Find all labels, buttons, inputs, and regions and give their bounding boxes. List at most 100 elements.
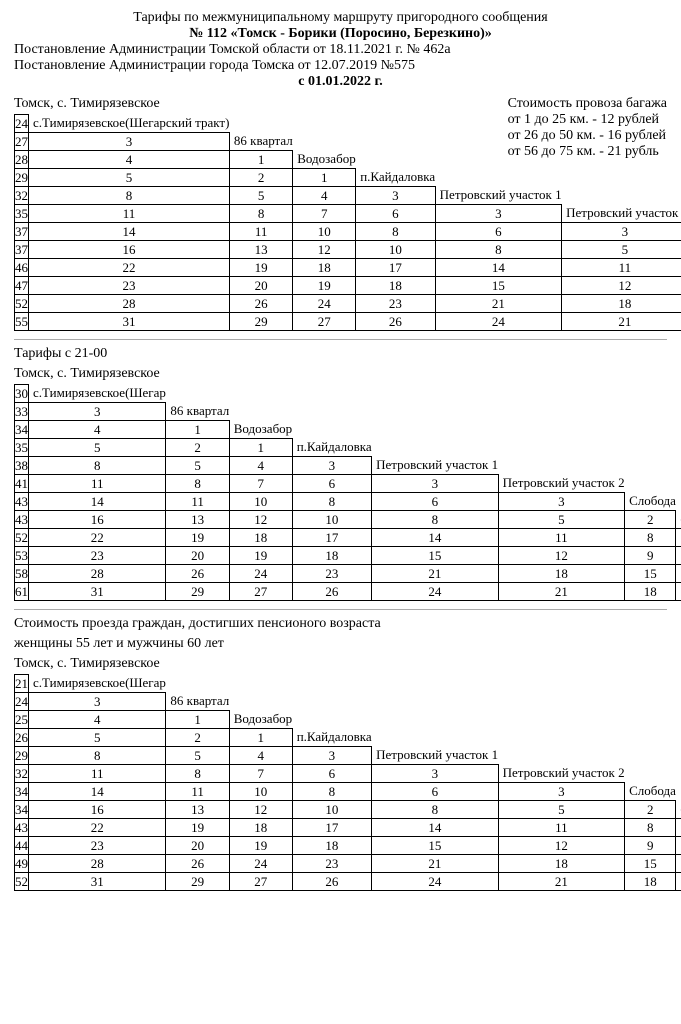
- fare-cell: 27: [15, 133, 29, 151]
- header-line2: № 112 «Томск - Борики (Поросино, Березки…: [14, 26, 667, 42]
- fare-cell: 1: [293, 169, 356, 187]
- fare-cell: 13: [676, 565, 681, 583]
- fare-cell: 5: [29, 729, 166, 747]
- fare-cell: 25: [15, 711, 29, 729]
- fare-cell: 28: [29, 565, 166, 583]
- fare-cell: 5: [498, 801, 624, 819]
- fare-cell: 5: [166, 747, 229, 765]
- fare-cell: 4: [29, 711, 166, 729]
- fare-cell: 23: [29, 547, 166, 565]
- fare-cell: 29: [15, 169, 29, 187]
- fare-cell: 14: [29, 223, 230, 241]
- fare-cell: 3: [372, 475, 498, 493]
- table-row: 26521п.Кайдаловка: [15, 729, 681, 747]
- table-row: 3716131210852с.Зоркальцево, Мира ,9: [15, 241, 681, 259]
- fare-cell: 10: [292, 801, 371, 819]
- fare-cell: 16: [29, 801, 166, 819]
- stop-label: Петровский участок 1: [435, 187, 561, 205]
- table-row: 522826242321181513136Борики: [15, 295, 681, 313]
- fare-cell: 3: [292, 747, 371, 765]
- fare-cell: 8: [29, 457, 166, 475]
- fare-table-3: 21с.Тимирязевское(Шегар24386 квартал2541…: [14, 674, 681, 891]
- table-row: 4622191817141186Поросино: [15, 259, 681, 277]
- fare-cell: 3: [29, 693, 166, 711]
- fare-cell: 52: [15, 873, 29, 891]
- fare-cell: 29: [15, 747, 29, 765]
- fare-cell: 11: [29, 205, 230, 223]
- fare-cell: 27: [293, 313, 356, 331]
- fare-cell: 2: [229, 169, 292, 187]
- table-row: 3416131210852с.Зоркальцево, Мира ,9: [15, 801, 681, 819]
- fare-cell: 28: [29, 295, 230, 313]
- fare-cell: 29: [229, 313, 292, 331]
- fare-cell: 26: [229, 295, 292, 313]
- stop-label: Водозабор: [229, 421, 292, 439]
- fare-cell: 3: [498, 783, 624, 801]
- fare-cell: 15: [625, 565, 676, 583]
- fare-cell: 21: [372, 565, 498, 583]
- fare-cell: 14: [372, 529, 498, 547]
- fare-cell: 23: [29, 837, 166, 855]
- baggage-row: от 26 до 50 км. - 16 рублей: [508, 128, 667, 144]
- fare-cell: 23: [29, 277, 230, 295]
- fare-cell: 5: [229, 187, 292, 205]
- fare-cell: 18: [356, 277, 435, 295]
- fare-cell: 18: [498, 855, 624, 873]
- section3-title2: женщины 55 лет и мужчины 60 лет: [14, 636, 667, 652]
- fare-cell: 21: [498, 583, 624, 601]
- fare-cell: 16: [29, 511, 166, 529]
- fare-cell: 9: [625, 547, 676, 565]
- fare-cell: 19: [229, 837, 292, 855]
- fare-cell: 3: [562, 223, 681, 241]
- section-3: Стоимость проезда граждан, достигших пен…: [14, 616, 667, 891]
- fare-cell: 7: [676, 837, 681, 855]
- fare-cell: 14: [29, 493, 166, 511]
- fare-cell: 18: [292, 547, 371, 565]
- stop-label: 86 квартал: [166, 403, 229, 421]
- fare-cell: 17: [292, 819, 371, 837]
- table-row: 29521п.Кайдаловка: [15, 169, 681, 187]
- fare-cell: 20: [166, 837, 229, 855]
- fare-cell: 12: [293, 241, 356, 259]
- fare-cell: 6: [356, 205, 435, 223]
- section-1: Стоимость провоза багажа от 1 до 25 км. …: [14, 96, 667, 331]
- stop-label: с.Зоркальцево, Мира ,9: [676, 511, 681, 529]
- stop-label: с.Тимирязевское(Шегар: [29, 675, 166, 693]
- fare-cell: 1: [229, 729, 292, 747]
- fare-cell: 11: [562, 259, 681, 277]
- table-row: 582826242321181513136Борики: [15, 565, 681, 583]
- fare-cell: 6: [435, 223, 561, 241]
- fare-cell: 19: [166, 529, 229, 547]
- table-row: 388543Петровский участок 1: [15, 457, 681, 475]
- table-row: 298543Петровский участок 1: [15, 747, 681, 765]
- table-row: 613129272624211816222328Березкино: [15, 583, 681, 601]
- table-row: 328543Петровский участок 1: [15, 187, 681, 205]
- fare-cell: 24: [15, 693, 29, 711]
- fare-cell: 52: [15, 295, 29, 313]
- table-row: 34141110863Слобода: [15, 783, 681, 801]
- fare-cell: 27: [229, 873, 292, 891]
- fare-cell: 61: [15, 583, 29, 601]
- stop-label: п.Кайдаловка: [292, 729, 371, 747]
- fare-cell: 26: [292, 583, 371, 601]
- fare-cell: 21: [372, 855, 498, 873]
- stop-label: Петровский участок 1: [372, 747, 498, 765]
- fare-cell: 35: [15, 205, 29, 223]
- fare-cell: 6: [372, 783, 498, 801]
- fare-table-2: 30с.Тимирязевское(Шегар33386 квартал3441…: [14, 384, 681, 601]
- fare-cell: 14: [435, 259, 561, 277]
- fare-cell: 5: [29, 439, 166, 457]
- stop-label: 86 квартал: [229, 133, 292, 151]
- fare-cell: 15: [372, 547, 498, 565]
- fare-cell: 13: [166, 511, 229, 529]
- fare-cell: 24: [372, 583, 498, 601]
- fare-cell: 41: [15, 475, 29, 493]
- table-row: 21с.Тимирязевское(Шегар: [15, 675, 681, 693]
- table-row: 44232019181512977Петрово: [15, 837, 681, 855]
- table-row: 4928262423211815136Борики: [15, 855, 681, 873]
- section2-title: Тарифы с 21-00: [14, 346, 667, 362]
- fare-cell: 28: [29, 855, 166, 873]
- fare-cell: 19: [229, 259, 292, 277]
- fare-cell: 5: [166, 457, 229, 475]
- fare-cell: 8: [29, 747, 166, 765]
